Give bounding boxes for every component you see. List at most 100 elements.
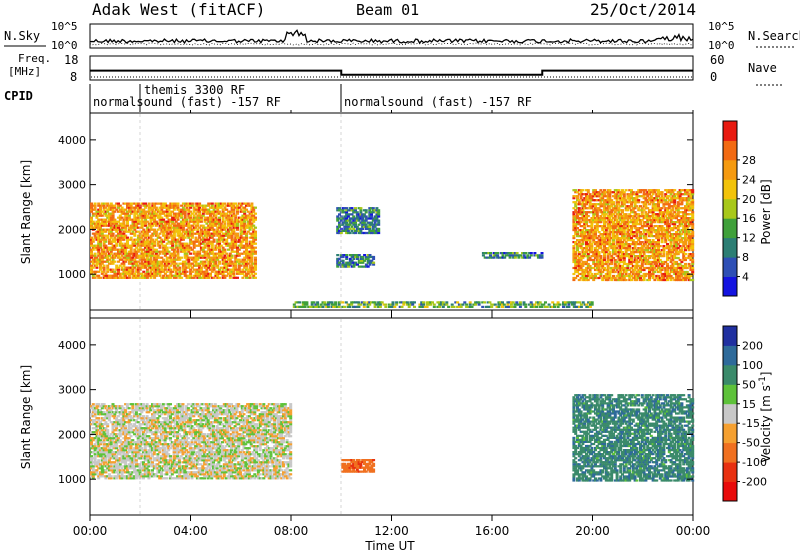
heatmap-cell — [657, 217, 660, 220]
heatmap-cell — [126, 246, 129, 249]
heatmap-cell — [133, 228, 137, 231]
heatmap-cell — [189, 276, 193, 279]
heatmap-cell — [585, 213, 588, 216]
heatmap-cell — [174, 266, 178, 269]
heatmap-cell — [187, 250, 191, 253]
heatmap-cell — [362, 209, 366, 212]
heatmap-cell — [113, 240, 117, 243]
heatmap-cell — [621, 256, 624, 260]
heatmap-cell — [178, 240, 182, 243]
heatmap-cell — [145, 264, 149, 267]
heatmap-cell — [371, 219, 375, 222]
heatmap-cell — [631, 260, 635, 264]
heatmap-cell — [93, 254, 97, 257]
heatmap-cell — [144, 224, 148, 227]
heatmap-cell — [574, 258, 578, 262]
heatmap-cell — [138, 254, 142, 257]
heatmap-cell — [212, 220, 216, 223]
heatmap-cell — [330, 301, 334, 304]
heatmap-cell — [142, 274, 146, 277]
heatmap-cell — [377, 303, 381, 306]
heatmap-cell — [210, 252, 214, 255]
heatmap-cell — [252, 268, 256, 271]
heatmap-cell — [669, 229, 673, 232]
heatmap-cell — [348, 213, 352, 216]
heatmap-cell — [592, 199, 596, 202]
heatmap-cell — [660, 229, 664, 232]
heatmap-cell — [219, 206, 223, 209]
heatmap-cell — [194, 232, 198, 235]
heatmap-cell — [633, 274, 637, 278]
heatmap-cell — [366, 257, 370, 260]
heatmap-cell — [660, 215, 664, 218]
heatmap-cell — [172, 214, 176, 217]
heatmap-cell — [158, 216, 162, 219]
heatmap-cell — [138, 236, 142, 239]
heatmap-cell — [639, 241, 642, 244]
heatmap-cell — [187, 230, 191, 233]
heatmap-cell — [538, 305, 542, 308]
heatmap-cell — [108, 218, 111, 221]
heatmap-cell — [673, 245, 677, 248]
heatmap-cell — [583, 211, 587, 214]
heatmap-cell — [626, 229, 630, 232]
heatmap-cell — [142, 228, 146, 231]
heatmap-cell — [567, 303, 571, 306]
heatmap-cell — [640, 245, 644, 248]
heatmap-cell — [196, 276, 200, 279]
heatmap-cell — [669, 253, 673, 256]
heatmap-cell — [126, 254, 129, 257]
heatmap-cell — [624, 253, 628, 256]
heatmap-cell — [225, 274, 229, 277]
heatmap-cell — [660, 241, 664, 244]
heatmap-cell — [219, 252, 223, 255]
heatmap-cell — [122, 276, 126, 279]
heatmap-cell — [664, 270, 668, 274]
heatmap-cell — [621, 197, 624, 200]
heatmap-cell — [129, 244, 133, 247]
heatmap-cell — [673, 221, 677, 224]
heatmap-cell — [651, 247, 655, 250]
heatmap-cell — [588, 251, 592, 254]
heatmap-cell — [601, 233, 605, 236]
heatmap-cell — [97, 274, 101, 277]
heatmap-cell — [241, 202, 245, 205]
heatmap-cell — [113, 222, 117, 225]
heatmap-cell — [619, 255, 623, 258]
heatmap-cell — [109, 222, 113, 225]
heatmap-cell — [151, 242, 155, 245]
heatmap-cell — [207, 212, 211, 215]
heatmap-cell — [640, 247, 644, 250]
heatmap-cell — [230, 262, 234, 265]
heatmap-cell — [366, 261, 370, 264]
heatmap-cell — [113, 272, 117, 275]
heatmap-cell — [364, 223, 368, 226]
heatmap-cell — [108, 232, 111, 235]
heatmap-cell — [579, 229, 583, 232]
heatmap-cell — [601, 193, 605, 196]
heatmap-cell — [120, 226, 124, 229]
heatmap-cell — [368, 209, 372, 212]
heatmap-cell — [642, 278, 646, 282]
heatmap-cell — [172, 240, 176, 243]
heatmap-cell — [183, 212, 187, 215]
heatmap-cell — [145, 262, 149, 265]
heatmap-cell — [517, 254, 521, 257]
heatmap-cell — [581, 247, 585, 250]
heatmap-cell — [189, 218, 193, 221]
heatmap-cell — [477, 303, 481, 306]
heatmap-cell — [153, 228, 157, 231]
heatmap-cell — [603, 193, 606, 196]
heatmap-cell — [151, 222, 155, 225]
heatmap-cell — [348, 207, 352, 210]
heatmap-cell — [156, 242, 160, 245]
heatmap-cell — [631, 264, 635, 268]
heatmap-cell — [90, 256, 93, 259]
heatmap-cell — [637, 191, 641, 194]
heatmap-cell — [622, 231, 626, 234]
heatmap-cell — [230, 232, 234, 235]
heatmap-cell — [156, 210, 160, 213]
heatmap-cell — [99, 234, 102, 237]
heatmap-cell — [325, 305, 329, 308]
heatmap-cell — [97, 236, 101, 239]
